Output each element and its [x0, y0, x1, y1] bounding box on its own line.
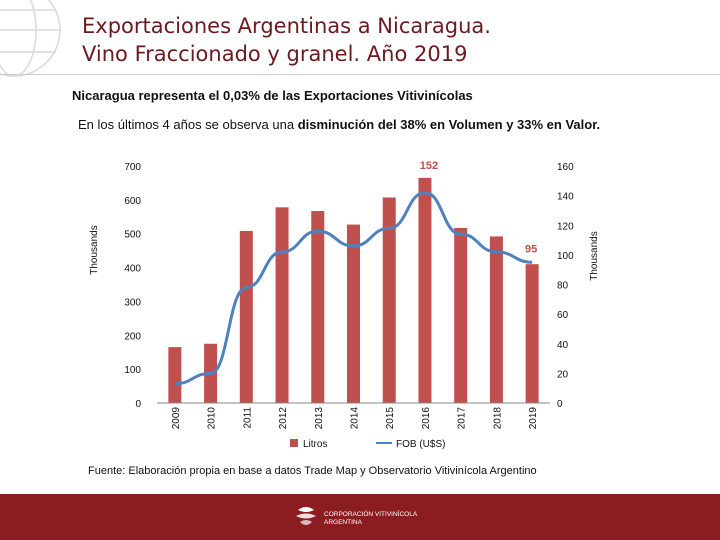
x-tick-label: 2010 — [207, 407, 218, 430]
subtitle: Nicaragua representa el 0,03% de las Exp… — [72, 88, 473, 103]
y-left-tick-label: 700 — [124, 162, 141, 173]
y-right-tick-label: 0 — [557, 399, 563, 410]
bar-litros-2018 — [489, 236, 503, 403]
x-tick-label: 2019 — [528, 407, 539, 430]
bar-litros-2017 — [454, 227, 468, 403]
data-label: 152 — [420, 160, 438, 172]
bar-litros-2016 — [418, 177, 432, 403]
x-tick-label: 2011 — [242, 407, 253, 429]
y-left-tick-label: 500 — [124, 230, 141, 241]
y-left-tick-label: 200 — [124, 331, 141, 342]
x-tick-label: 2014 — [350, 407, 361, 430]
x-tick-label: 2018 — [492, 407, 503, 430]
bar-litros-2019 — [525, 264, 539, 403]
bar-litros-2013 — [311, 211, 325, 403]
page-title: Exportaciones Argentinas a Nicaragua. Vi… — [82, 12, 491, 68]
y-left-tick-label: 400 — [124, 264, 141, 275]
legend: Litros FOB (U$S) — [290, 439, 445, 450]
bar-litros-2015 — [382, 197, 396, 403]
y-right-tick-label: 140 — [557, 192, 574, 203]
title-line-2: Vino Fraccionado y granel. Año 2019 — [82, 42, 468, 66]
y-right-tick-label: 80 — [557, 281, 569, 292]
summary-note: En los últimos 4 años se observa una dis… — [78, 117, 600, 132]
fob-series-line — [174, 191, 533, 386]
x-tick-label: 2012 — [278, 407, 289, 430]
y-right-tick-label: 100 — [557, 251, 574, 262]
logo-line-2: ARGENTINA — [324, 519, 363, 526]
x-tick-label: 2013 — [314, 407, 325, 430]
corporacion-logo: CORPORACIÓN VITIVINÍCOLA ARGENTINA — [296, 507, 418, 526]
y-right-tick-label: 60 — [557, 310, 569, 321]
y-left-tick-label: 600 — [124, 196, 141, 207]
y-right-tick-label: 40 — [557, 340, 569, 351]
combo-chart: 0 100 200 300 400 500 600 700 0 20 40 60 80 100 120 14… — [89, 160, 600, 450]
summary-note-highlight: disminución del 38% en Volumen y 33% en … — [297, 117, 601, 132]
bar-litros-2014 — [347, 224, 360, 403]
legend-label-litros: Litros — [303, 439, 327, 450]
x-tick-label: 2017 — [457, 407, 468, 430]
data-label: 95 — [525, 243, 537, 255]
footer-bar: CORPORACIÓN VITIVINÍCOLA ARGENTINA — [0, 494, 720, 540]
y-right-tick-label: 20 — [557, 369, 569, 380]
y-left-tick-label: 300 — [124, 297, 141, 308]
x-tick-label: 2016 — [421, 407, 432, 430]
y-left-tick-label: 0 — [135, 399, 141, 410]
source-note: Fuente: Elaboración propia en base a dat… — [88, 465, 537, 477]
legend-label-fob: FOB (U$S) — [396, 439, 445, 450]
bar-litros-2011 — [239, 231, 253, 403]
bar-litros-2009 — [168, 347, 182, 403]
legend-swatch-litros — [290, 439, 298, 447]
title-line-1: Exportaciones Argentinas a Nicaragua. — [82, 14, 491, 38]
y-left-axis-label: Thousands — [89, 225, 100, 274]
y-right-tick-label: 120 — [557, 221, 574, 232]
globe-icon — [0, 0, 61, 77]
bar-litros-2012 — [275, 207, 289, 403]
y-left-tick-label: 100 — [124, 365, 141, 376]
summary-note-text: En los últimos 4 años se observa una — [78, 117, 298, 132]
x-tick-label: 2015 — [385, 407, 396, 430]
y-right-axis-label: Thousands — [589, 231, 600, 280]
header-divider — [0, 74, 720, 75]
x-tick-label: 2009 — [171, 407, 182, 430]
y-right-tick-label: 160 — [557, 162, 574, 173]
logo-line-1: CORPORACIÓN VITIVINÍCOLA — [324, 509, 418, 518]
